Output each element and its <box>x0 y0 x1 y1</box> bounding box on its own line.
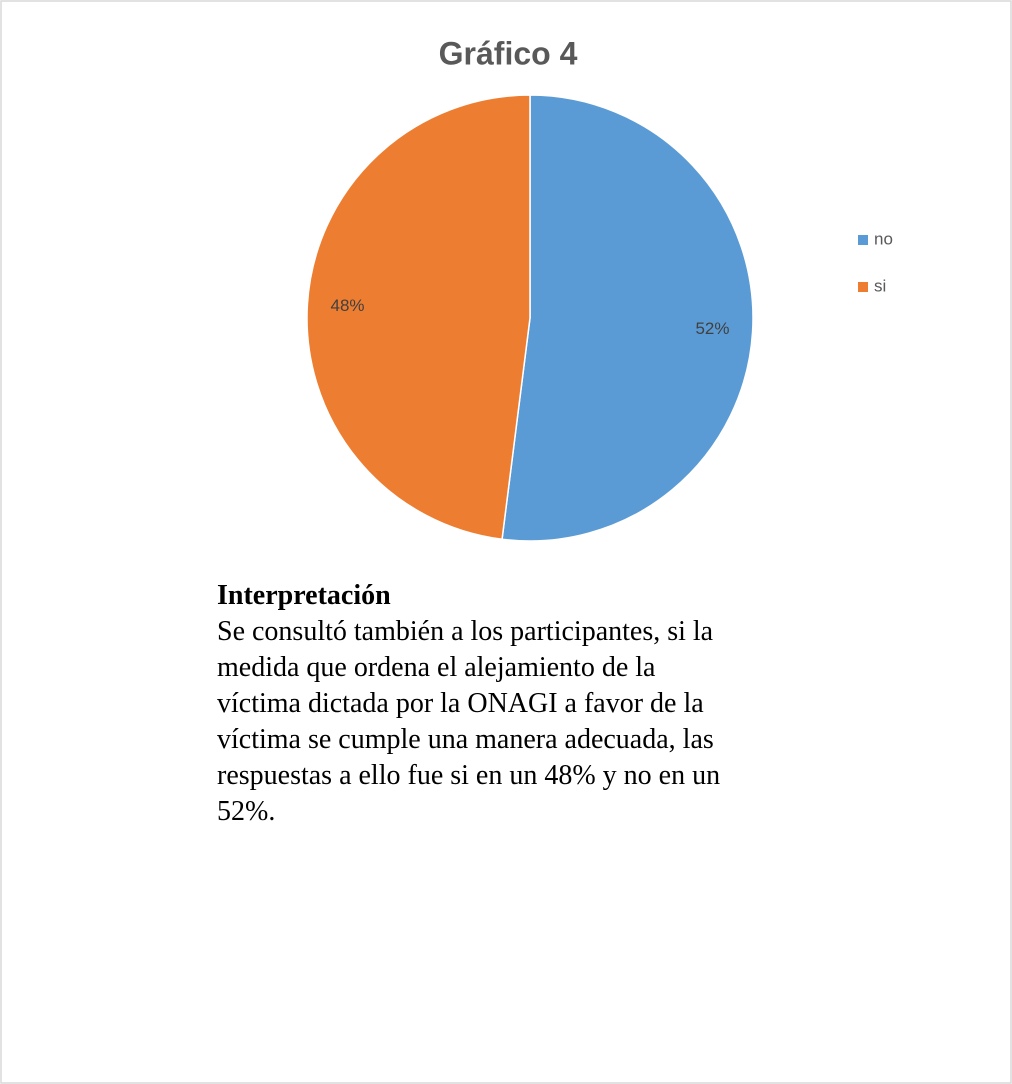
paragraph-line: Se consultó también a los participantes,… <box>217 616 714 647</box>
paragraph-line: víctima se cumple una manera adecuada, l… <box>217 724 714 755</box>
data-label: 48% <box>330 296 364 315</box>
data-label: 52% <box>695 319 729 338</box>
paragraph-line: medida que ordena el alejamiento de la <box>217 652 656 683</box>
paragraph-line: respuestas a ello fue si en un 48% y no … <box>217 760 721 791</box>
pie-slice <box>501 94 754 542</box>
interpretation: Interpretación Se consultó también a los… <box>217 578 857 830</box>
pie-slice <box>306 94 531 541</box>
heading: Interpretación <box>217 580 391 611</box>
chart-title: Gráfico 4 <box>439 35 578 71</box>
legend-swatch <box>858 282 868 292</box>
legend-label: si <box>874 276 886 295</box>
legend-label: no <box>874 229 893 248</box>
legend-swatch <box>858 235 868 245</box>
paragraph-line: 52%. <box>217 796 276 827</box>
paragraph-line: víctima dictada por la ONAGI a favor de … <box>217 688 704 719</box>
